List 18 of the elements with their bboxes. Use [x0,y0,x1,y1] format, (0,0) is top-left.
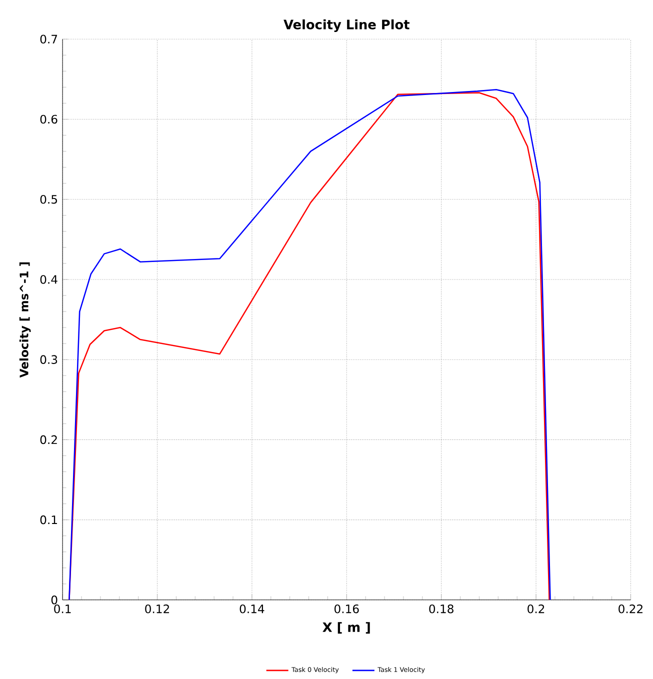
x-tick-label: 0.16 [334,604,359,614]
x-tick-label: 0.14 [240,604,264,614]
x-tick-label: 0.12 [145,604,170,614]
x-tick-label: 0.1 [54,604,71,614]
y-tick-label: 0.6 [40,114,58,124]
x-tick-label: 0.18 [429,604,454,614]
y-tick-label: 0.2 [40,435,57,444]
x-tick-label: 0.22 [618,604,642,614]
chart-title: Velocity Line Plot [284,19,410,32]
y-axis-title: Velocity [ ms^-1 ] [19,262,31,378]
y-tick-label: 0.1 [40,515,57,524]
y-tick-label: 0 [51,596,58,604]
y-tick-label: 0.4 [40,275,58,284]
x-axis-title: X [ m ] [322,622,370,634]
x-tick-label: 0.2 [528,604,544,614]
y-tick-label: 0.7 [40,34,58,44]
y-tick-label: 0.5 [40,194,58,204]
y-tick-label: 0.3 [40,355,58,364]
